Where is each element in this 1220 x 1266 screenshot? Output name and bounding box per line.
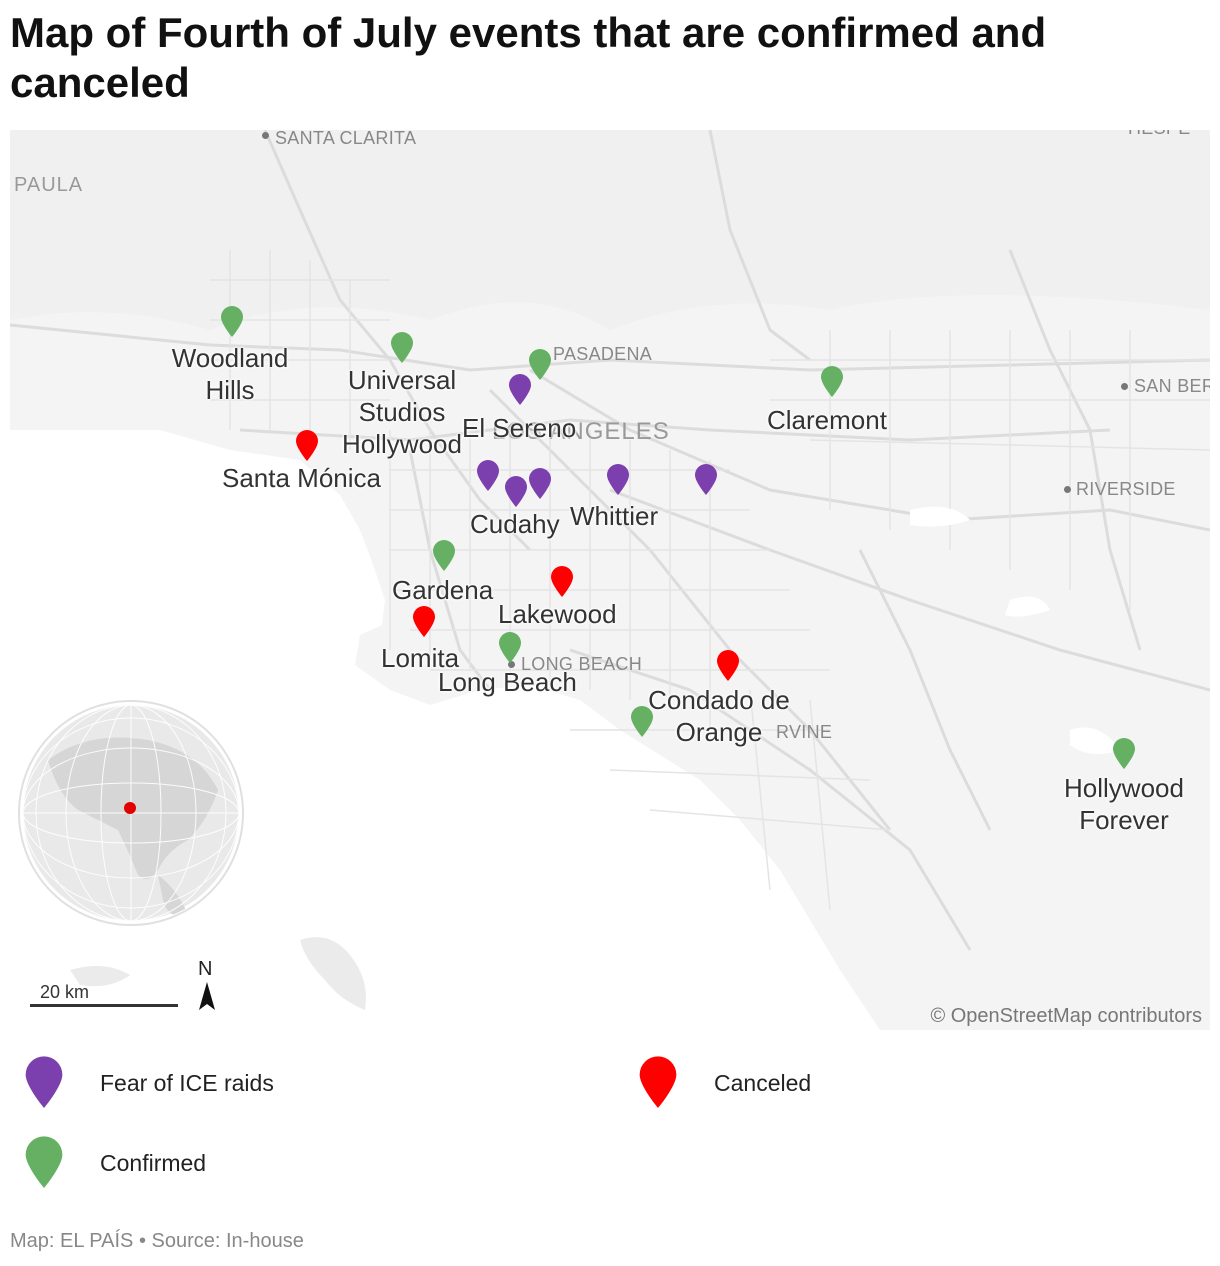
event-label-cudahy: Cudahy [470,509,560,539]
event-pin-condado-de-orange[interactable] [716,650,740,682]
event-pin-universal-studios[interactable] [390,332,414,364]
legend-pin-canceled-icon [638,1056,678,1110]
event-pin-orange-coast[interactable] [630,706,654,738]
long-beach-dot [508,661,515,668]
legend-pin-fear-icon [24,1056,64,1110]
event-pin-woodland-hills[interactable] [220,306,244,338]
page-title: Map of Fourth of July events that are co… [10,9,1047,106]
basemap-label-riverside: RIVERSIDE [1076,479,1176,499]
event-label-whittier: Whittier [570,501,659,531]
event-pin-pasadena[interactable] [528,349,552,381]
locator-globe [18,700,244,926]
legend-item-fear: Fear of ICE raids [24,1056,274,1110]
event-pin-gardena[interactable] [432,540,456,572]
catalina-island [300,937,366,1010]
basemap-label-los-angeles: LOS ANGELES [492,418,670,445]
basemap-label-paula: PAULA [14,174,84,196]
north-arrow-icon [199,982,215,1010]
map-attribution[interactable]: © OpenStreetMap contributors [930,1005,1202,1027]
ocean-area [10,430,880,1030]
event-label-universal-studios: Universal Studios Hollywood [342,365,462,459]
event-pin-cudahy-2[interactable] [504,476,528,508]
basemap-label-long-beach: LONG BEACH [521,654,643,674]
event-pin-cudahy-3[interactable] [528,468,552,500]
event-pin-claremont[interactable] [820,366,844,398]
event-label-santa-monica: Santa Mónica [222,463,381,493]
event-pin-el-sereno[interactable] [508,374,532,406]
event-label-claremont: Claremont [767,405,887,435]
event-pin-long-beach[interactable] [498,632,522,664]
basemap-label-irvine: RVINE [776,722,833,742]
basemap-label-hesperia: HESPE [1128,130,1191,139]
map-panel[interactable]: SANTA CLARITA PAULA HESPE PASADENA SAN B… [10,130,1210,1030]
event-label-gardena: Gardena [392,575,494,605]
scale-bar [30,1004,178,1007]
legend-label-canceled: Canceled [714,1069,812,1096]
event-pin-lomita[interactable] [412,606,436,638]
santa-clarita-dot [262,132,269,139]
basemap-label-san-bernardino: SAN BER [1134,376,1210,396]
event-pin-santa-monica[interactable] [295,430,319,462]
san-bernardino-dot [1121,383,1128,390]
north-label: N [198,958,213,980]
legend-item-canceled: Canceled [638,1056,811,1110]
footer-source: Map: EL PAÍS • Source: In-house [10,1230,304,1252]
event-pin-hollywood-forever[interactable] [1112,738,1136,770]
legend-pin-confirmed-icon [24,1136,64,1190]
legend-label-fear: Fear of ICE raids [100,1069,274,1096]
event-label-long-beach: Long Beach [438,667,577,697]
event-pin-cudahy-1[interactable] [476,460,500,492]
island-left [70,966,130,987]
event-label-hollywood-forever: Hollywood Forever [1064,773,1184,835]
event-label-condado-de-orange: Condado de Orange [648,685,790,747]
basemap-label-pasadena: PASADENA [553,344,653,364]
event-pin-whittier[interactable] [606,464,630,496]
event-label-lomita: Lomita [381,643,460,673]
event-label-el-sereno: El Sereno [462,413,577,443]
legend-label-confirmed: Confirmed [100,1149,207,1176]
riverside-dot [1064,486,1071,493]
basemap-label-santa-clarita: SANTA CLARITA [275,130,417,148]
event-pin-whittier-east[interactable] [694,464,718,496]
event-label-woodland-hills: Woodland Hills [171,343,289,405]
legend-item-confirmed: Confirmed [24,1136,206,1190]
event-pin-lakewood[interactable] [550,566,574,598]
scale-label: 20 km [40,982,90,1002]
event-label-lakewood: Lakewood [498,599,617,629]
basemap [10,130,1210,1030]
